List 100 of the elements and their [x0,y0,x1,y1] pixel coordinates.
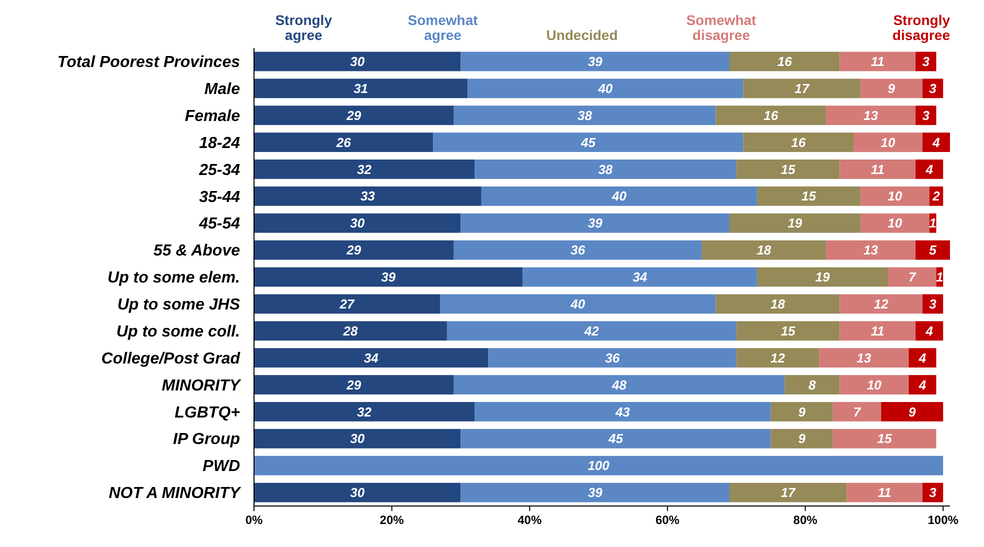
data-label: 42 [583,323,600,338]
data-label: 3 [929,80,938,96]
y-tick-label: Female [184,108,240,125]
data-label: 2 [932,188,941,204]
bar [254,294,440,314]
data-label: 43 [614,404,631,420]
series-label: Somewhat agree [408,12,478,43]
data-label: 11 [870,54,884,70]
x-tick-label: 0% [245,513,263,527]
data-label: 38 [598,162,614,177]
data-label: 13 [864,242,879,258]
bar [922,132,950,152]
data-label: 29 [346,242,362,258]
data-label: 17 [794,80,810,96]
bar [254,456,944,476]
data-label: 1 [929,216,936,231]
bar [881,402,944,422]
bar [474,402,771,422]
bar [770,428,833,448]
data-label: 30 [350,485,366,500]
bar [454,240,702,260]
y-tick-label: 25-34 [198,162,240,179]
bar [916,321,944,341]
bar [784,375,840,394]
bar [254,240,454,260]
bar [702,240,826,260]
y-tick-label: MINORITY [162,377,242,394]
bar [860,213,930,233]
data-label: 15 [780,323,796,338]
bar [908,348,936,368]
data-label: 30 [350,431,366,446]
data-label: 3 [929,296,938,312]
bar [736,321,840,341]
data-label: 4 [924,323,934,338]
bar [454,106,716,126]
data-label: 4 [932,134,941,150]
data-label: 34 [364,350,380,366]
data-label: 39 [588,54,604,70]
x-tick-label: 40% [518,513,542,527]
bar [860,78,922,98]
bar [254,375,454,394]
data-label: 38 [578,108,593,123]
data-label: 15 [780,162,796,177]
data-label: 10 [888,188,903,204]
bar [254,321,447,341]
data-label: 3 [922,108,930,123]
y-tick-label: NOT A MINORITY [108,485,242,502]
y-tick-label: LGBTQ+ [174,404,240,422]
data-label: 9 [908,404,916,420]
bar [736,160,840,179]
y-tick-label: Up to some elem. [108,270,240,287]
data-label: 45 [608,431,624,446]
y-tick-label: Total Poorest Provinces [57,54,240,72]
data-label: 19 [788,216,803,231]
bar [770,402,833,422]
bar [729,213,860,233]
data-label: 15 [802,188,817,204]
data-label: 45 [580,134,596,150]
y-tick-label: College/Post Grad [101,350,242,368]
bar [854,132,922,152]
bar [832,402,882,422]
bar [460,482,730,502]
y-tick-label: IP Group [173,431,240,448]
series-label: Strongly agree [275,12,332,43]
bar [846,482,922,502]
data-label: 15 [877,431,893,446]
bar [446,321,736,341]
data-label: 16 [791,134,806,150]
y-tick-label: Up to some JHS [117,296,240,314]
bar [840,160,916,179]
data-label: 11 [870,323,884,338]
bar [916,160,944,179]
bar [488,348,736,368]
x-tick-label: 100% [928,513,959,527]
data-label: 11 [870,162,884,177]
data-label: 19 [815,270,831,285]
bar [254,160,475,179]
data-label: 27 [338,296,356,312]
x-tick-label: 80% [793,513,818,527]
data-label: 29 [346,377,362,392]
bar [743,78,860,98]
data-label: 11 [878,485,892,500]
data-label: 32 [357,404,372,420]
bar [474,160,736,179]
data-label: 100 [588,458,610,474]
data-label: 18 [756,242,772,258]
y-tick-label: 55 & Above [153,242,240,260]
bar [826,240,916,260]
bar [254,267,523,287]
bar [460,428,771,448]
text: Somewhat disagree [686,12,757,43]
bar [440,294,716,314]
bar [729,482,847,502]
data-label: 9 [798,404,806,420]
data-label: 13 [864,108,879,123]
data-label: 36 [570,242,586,258]
bar [916,240,950,260]
data-label: 4 [924,162,934,177]
bar [860,186,930,206]
bar [840,294,922,314]
